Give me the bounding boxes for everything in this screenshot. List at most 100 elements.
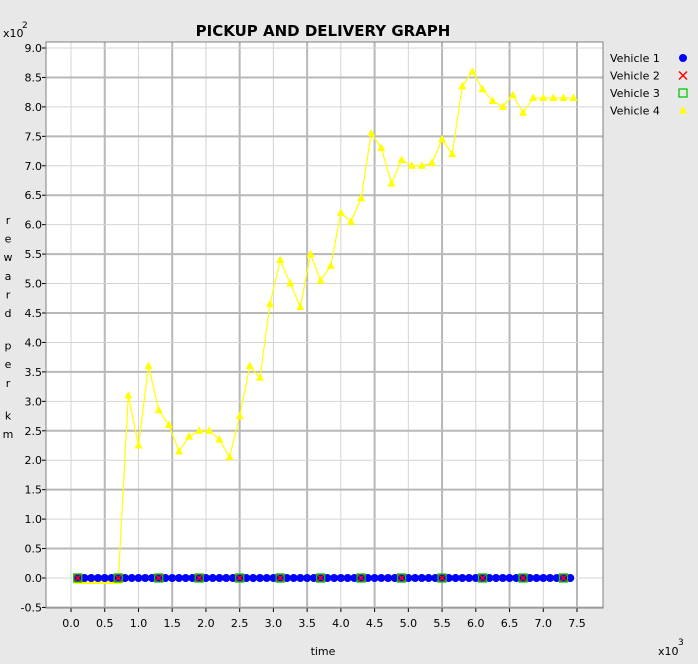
data-point [384,574,393,582]
x-tick-label: 5.5 [433,617,451,630]
x-tick-label: 1.0 [130,617,148,630]
data-point [512,574,521,582]
data-point [356,573,366,583]
x-tick-label: 7.0 [535,617,553,630]
series-vehicle-3 [73,573,569,583]
x-tick-label: 5.0 [400,617,418,630]
data-point [315,573,326,583]
data-point [255,373,264,381]
data-point [276,255,285,263]
data-point [396,573,407,583]
y-tick-label: 6.0 [25,219,43,232]
data-point [201,574,210,582]
y-tick-label: 1.5 [25,484,43,497]
data-point [222,574,231,582]
data-point [194,573,204,583]
data-point [195,426,204,434]
data-point [566,574,575,582]
data-point [377,574,386,582]
data-point [164,420,173,428]
y-tick-label: 9.0 [25,42,43,55]
y-axis-label-letter: d [5,307,12,320]
grid-lines: 0.0 0.5 1.0 1.5 2.0 2.5 3.0 3.5 4.0 4.5 5.0 5.5 6.0 6… [21,42,603,630]
data-point [147,574,156,582]
data-point [127,574,136,582]
y-axis-label-letter: p [5,340,12,353]
data-point [235,573,245,583]
data-point [323,574,332,582]
y-tick-label: 7.0 [25,160,43,173]
legend-entry-label: Vehicle 3 [610,87,660,100]
data-point [225,452,234,461]
data-point [107,574,116,582]
y-tick-label: 1.0 [25,513,43,526]
data-point [181,574,190,582]
data-point [269,574,278,582]
data-point [141,574,150,582]
y-axis-label-letter: w [4,251,13,264]
x-tick-label: 0.5 [96,617,114,630]
data-point [144,361,153,369]
y-axis-label-letter: r [6,377,11,390]
data-point [465,574,474,582]
data-point [519,108,528,116]
data-point [154,573,164,583]
y-tick-label: 8.0 [25,101,43,114]
y-tick-label: 8.5 [25,71,43,84]
data-point [377,143,386,152]
data-point [188,574,197,582]
y-tick-label: 2.5 [25,425,43,438]
data-point [336,574,345,582]
data-point [93,574,102,582]
data-point [174,446,183,455]
data-point [397,155,406,163]
x-tick-label: 2.0 [197,617,215,630]
data-point [242,574,251,582]
data-point [245,361,254,369]
data-point [356,573,366,583]
data-point [518,573,528,583]
data-point [100,574,109,582]
series-vehicle-2 [73,573,569,583]
y-axis-label-letter: e [5,358,12,371]
data-point [492,574,501,582]
data-point [363,574,372,582]
data-point [249,574,258,582]
y-scale-label: x10 2 [3,21,28,40]
y-tick-label: 4.0 [25,336,43,349]
data-point [235,411,244,420]
data-point [424,574,433,582]
data-point [346,217,355,225]
data-point [343,574,352,582]
x-axis-label: time [311,645,336,658]
y-scale-base: x10 [3,27,24,40]
data-point [558,573,569,583]
series-line [77,70,574,582]
data-point [215,435,224,443]
y-tick-label: 2.0 [25,454,43,467]
data-point [255,574,264,582]
data-point [185,432,194,440]
y-tick-label: 0.0 [25,572,43,585]
data-point [485,574,494,582]
x-scale-base: x10 [658,645,679,658]
data-point [451,574,460,582]
data-point [316,276,325,284]
data-point [508,90,517,99]
legend-entry-label: Vehicle 4 [610,105,660,118]
data-point [215,574,224,582]
data-point [558,573,569,583]
data-point [397,573,407,583]
x-tick-label: 2.5 [231,617,249,630]
data-point [468,67,477,75]
y-axis-label-letter: k [5,409,12,422]
x-tick-label: 6.5 [501,617,519,630]
data-point [552,574,561,582]
data-point [134,574,143,582]
data-point [437,573,447,583]
data-point [427,158,436,166]
y-axis-label-letter: r [6,214,11,227]
data-point [275,573,285,583]
data-point [498,574,507,582]
